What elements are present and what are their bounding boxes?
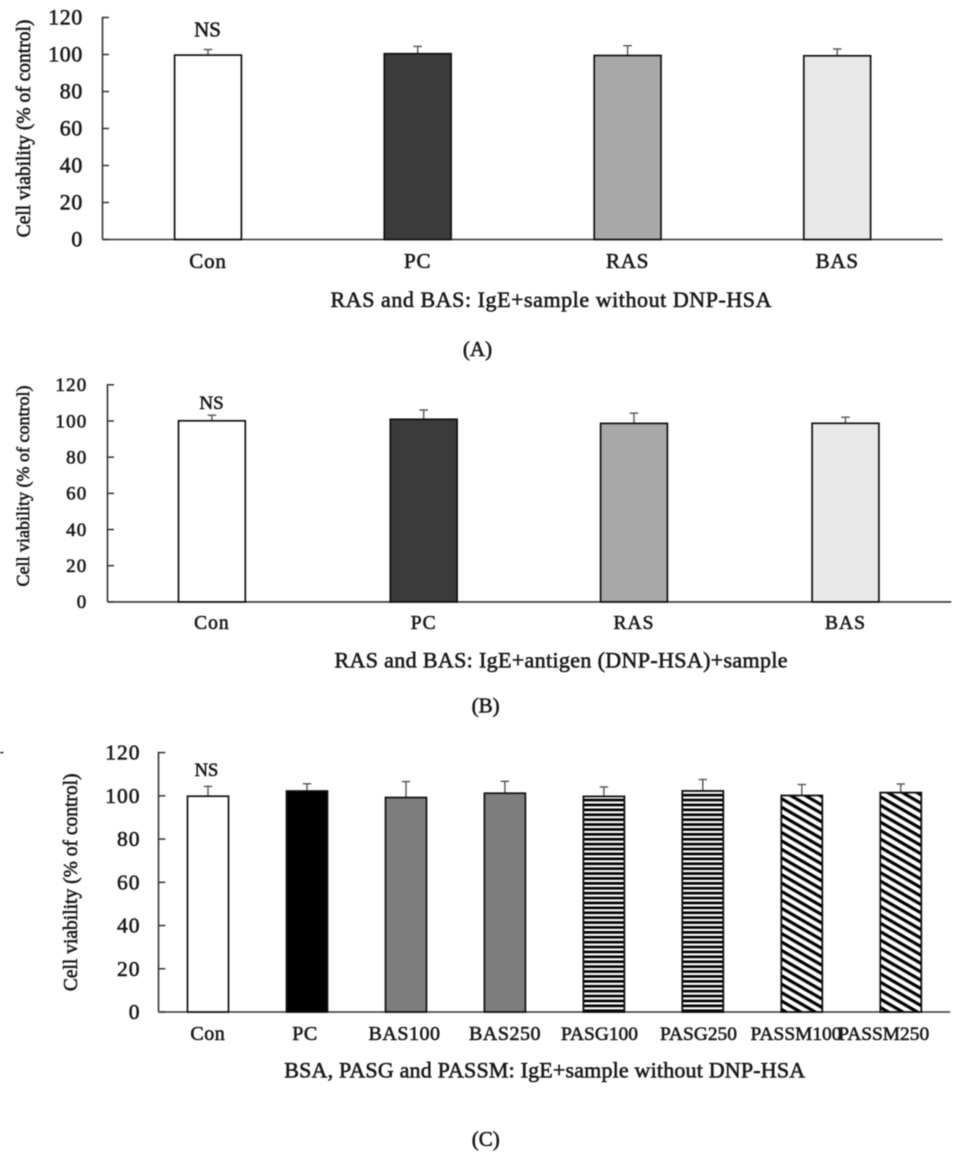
svg-text:NS: NS [199,393,223,414]
svg-text:(A): (A) [463,337,492,361]
svg-text:BAS250: BAS250 [469,1023,541,1045]
svg-text:120: 120 [48,6,83,30]
svg-text:PASSM250: PASSM250 [838,1024,929,1045]
svg-text:BAS: BAS [825,613,866,634]
svg-text:100: 100 [55,411,87,432]
svg-text:20: 20 [60,191,83,215]
svg-text:60: 60 [60,117,83,141]
svg-text:PC: PC [411,613,437,634]
svg-text:RAS: RAS [606,249,649,273]
svg-text:BAS100: BAS100 [369,1023,441,1045]
svg-text:PASSM100: PASSM100 [751,1024,842,1045]
svg-text:PC: PC [404,249,431,273]
svg-text:RAS: RAS [614,613,655,634]
svg-text:60: 60 [66,484,87,505]
svg-text:NS: NS [194,17,221,41]
svg-text:40: 40 [117,914,141,938]
svg-text:120: 120 [55,375,87,396]
svg-text:0: 0 [71,228,83,252]
svg-text:120: 120 [105,741,140,765]
svg-text:RAS and BAS: IgE+sample withou: RAS and BAS: IgE+sample without DNP-HSA [331,287,772,312]
svg-text:0: 0 [129,1000,141,1024]
svg-text:(C): (C) [472,1127,500,1151]
svg-text:80: 80 [66,447,87,468]
svg-text:PC: PC [292,1023,317,1045]
svg-text:Con: Con [190,1023,225,1045]
svg-text:Cell viability (% of control): Cell viability (% of control) [61,773,82,991]
svg-text:60: 60 [117,870,141,894]
svg-text:BSA, PASG and PASSM: IgE+sampl: BSA, PASG and PASSM: IgE+sample without … [284,1058,805,1083]
svg-text:NS: NS [195,761,219,781]
svg-text:20: 20 [117,957,141,981]
svg-text:40: 40 [66,520,87,541]
svg-text:80: 80 [117,827,141,851]
svg-text:100: 100 [48,43,83,67]
svg-text:40: 40 [60,154,83,178]
svg-text:RAS and BAS: IgE+antigen (DNP-: RAS and BAS: IgE+antigen (DNP-HSA)+sampl… [334,648,787,673]
svg-text:Cell viability (% of control): Cell viability (% of control) [14,20,35,238]
svg-text:BAS: BAS [816,249,859,273]
svg-text:PASG250: PASG250 [660,1024,737,1045]
svg-text:PASG100: PASG100 [561,1024,638,1045]
svg-text:80: 80 [60,80,83,104]
svg-text:Con: Con [189,249,226,273]
svg-text:20: 20 [66,556,87,577]
svg-text:100: 100 [105,784,140,808]
svg-text:Cell viability (% of control): Cell viability (% of control) [13,386,34,587]
svg-text:Con: Con [194,613,230,634]
svg-text:0: 0 [77,592,88,613]
svg-text:(B): (B) [472,694,500,718]
